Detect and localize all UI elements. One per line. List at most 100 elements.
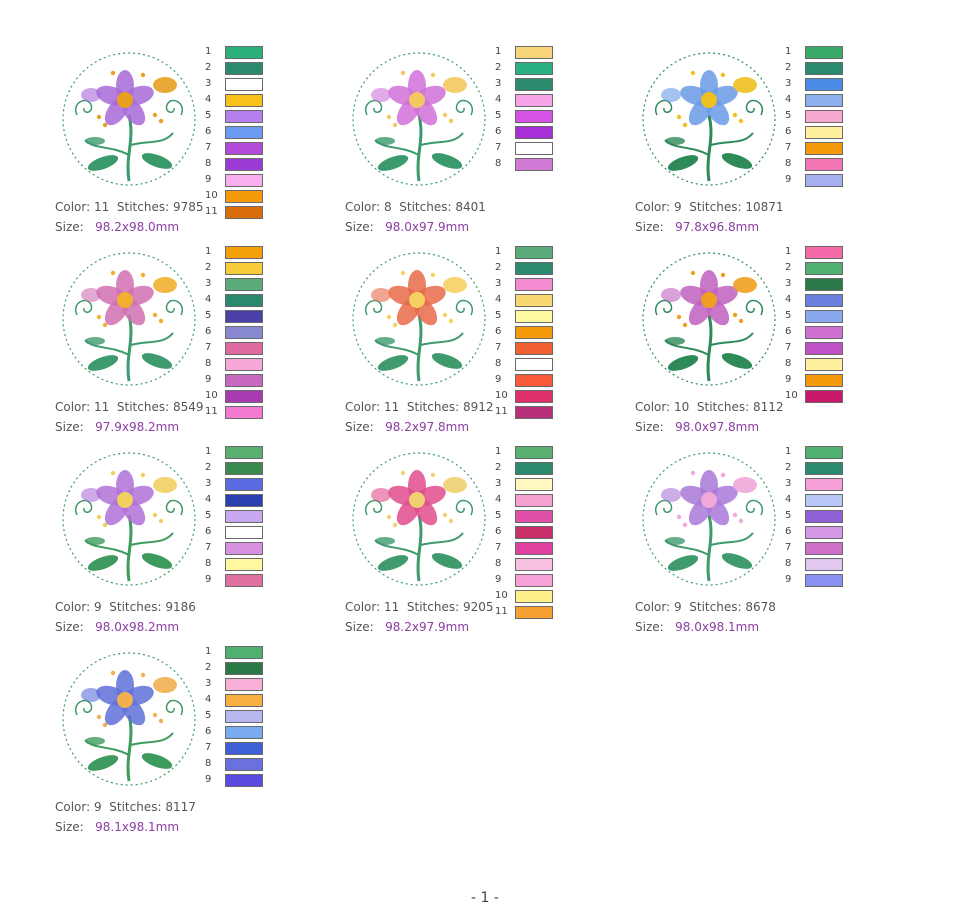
swatch-color-box xyxy=(225,326,263,339)
swatch-color-box xyxy=(805,342,843,355)
swatch-color-box xyxy=(225,558,263,571)
swatch-number: 2 xyxy=(495,62,502,73)
swatch-color-box xyxy=(515,262,553,275)
swatch-number: 7 xyxy=(495,542,502,553)
design-card: 1 2 3 4 5 6 7 8 9 Color: 9 Stitches: 8678 Size: 98… xyxy=(635,445,885,645)
size-label: Size: xyxy=(635,620,664,634)
swatch-number: 8 xyxy=(495,558,502,569)
design-stats: Color: 8 Stitches: 8401 xyxy=(345,200,486,214)
swatch-color-box xyxy=(225,478,263,491)
swatch-number: 10 xyxy=(205,190,218,201)
swatch-color-box xyxy=(805,158,843,171)
swatch-color-box xyxy=(805,78,843,91)
swatch-color-box xyxy=(515,510,553,523)
swatch-color-box xyxy=(515,78,553,91)
swatch-color-box xyxy=(225,774,263,787)
swatch-number: 6 xyxy=(495,526,502,537)
swatch-number: 2 xyxy=(205,462,212,473)
swatch-number: 11 xyxy=(205,406,218,417)
stitch-count: Stitches: 8117 xyxy=(109,800,196,814)
swatch-color-box xyxy=(805,494,843,507)
swatch-color-box xyxy=(515,390,553,403)
swatch-color-box xyxy=(225,110,263,123)
color-count: Color: 8 xyxy=(345,200,392,214)
design-size: Size: 98.0x97.8mm xyxy=(635,420,759,434)
stitch-count: Stitches: 9186 xyxy=(109,600,196,614)
swatch-color-box xyxy=(805,374,843,387)
swatch-color-box xyxy=(225,406,263,419)
design-size: Size: 98.2x98.0mm xyxy=(55,220,179,234)
swatch-color-box xyxy=(515,278,553,291)
swatch-number: 6 xyxy=(205,726,212,737)
swatch-number: 9 xyxy=(785,374,792,385)
swatch-number: 9 xyxy=(785,574,792,585)
design-size: Size: 98.2x97.9mm xyxy=(345,620,469,634)
design-size: Size: 97.8x96.8mm xyxy=(635,220,759,234)
swatch-color-box xyxy=(805,278,843,291)
size-label: Size: xyxy=(55,620,84,634)
swatch-number: 7 xyxy=(205,542,212,553)
embroidery-thumbnail xyxy=(55,245,203,393)
swatch-color-box xyxy=(515,62,553,75)
color-count: Color: 11 xyxy=(55,200,110,214)
swatch-color-box xyxy=(805,94,843,107)
swatch-number: 11 xyxy=(495,606,508,617)
stitch-count: Stitches: 8678 xyxy=(689,600,776,614)
swatch-number: 1 xyxy=(205,246,212,257)
swatch-number: 6 xyxy=(205,126,212,137)
swatch-color-box xyxy=(515,358,553,371)
size-value: 98.2x98.0mm xyxy=(95,220,180,234)
design-card: 1 2 3 4 5 6 7 8 9 Color: 9 Stitches: 9186 Size: 98… xyxy=(55,445,305,645)
swatch-number: 11 xyxy=(495,406,508,417)
stitch-count: Stitches: 9205 xyxy=(406,600,494,614)
swatch-number: 3 xyxy=(495,78,502,89)
design-card: 1 2 3 4 5 6 7 8 9 10 11 Color: 11 Stitches: 8912 Siz… xyxy=(345,245,595,445)
design-card: 1 2 3 4 5 6 7 8 9 Color: 9 Stitches: 10871 Size: 9… xyxy=(635,45,885,245)
swatch-number: 6 xyxy=(785,326,792,337)
embroidery-thumbnail xyxy=(635,445,783,593)
size-label: Size: xyxy=(55,820,84,834)
stitch-count: Stitches: 8912 xyxy=(406,400,494,414)
swatch-color-box xyxy=(805,358,843,371)
design-stats: Color: 11 Stitches: 9785 xyxy=(55,200,204,214)
design-stats: Color: 11 Stitches: 8912 xyxy=(345,400,494,414)
swatch-color-box xyxy=(515,326,553,339)
size-value: 97.9x98.2mm xyxy=(95,420,180,434)
swatch-number: 2 xyxy=(785,62,792,73)
swatch-color-box xyxy=(225,510,263,523)
swatch-color-box xyxy=(805,446,843,459)
stitch-count: Stitches: 9785 xyxy=(116,200,204,214)
swatch-number: 4 xyxy=(205,94,212,105)
color-count: Color: 11 xyxy=(55,400,110,414)
swatch-number: 1 xyxy=(495,46,502,57)
swatch-color-box xyxy=(225,206,263,219)
swatch-number: 8 xyxy=(785,358,792,369)
swatch-number: 3 xyxy=(205,278,212,289)
color-count: Color: 9 xyxy=(55,600,102,614)
swatch-number: 3 xyxy=(495,478,502,489)
swatch-number: 3 xyxy=(205,78,212,89)
swatch-color-box xyxy=(225,358,263,371)
swatch-number: 10 xyxy=(205,390,218,401)
swatch-number: 9 xyxy=(495,574,502,585)
swatch-number: 5 xyxy=(495,110,502,121)
swatch-color-box xyxy=(225,62,263,75)
swatch-number: 4 xyxy=(495,294,502,305)
swatch-number: 6 xyxy=(205,526,212,537)
swatch-number: 10 xyxy=(785,390,798,401)
design-card: 1 2 3 4 5 6 7 8 9 10 11 Color: 11 Stitches: 9785 Siz… xyxy=(55,45,305,245)
swatch-color-box xyxy=(225,678,263,691)
embroidery-thumbnail xyxy=(345,245,493,393)
design-stats: Color: 9 Stitches: 9186 xyxy=(55,600,196,614)
size-value: 97.8x96.8mm xyxy=(675,220,760,234)
swatch-number: 3 xyxy=(785,478,792,489)
embroidery-thumbnail xyxy=(635,45,783,193)
design-card: 1 2 3 4 5 6 7 8 9 10 Color: 10 Stitches: 8112 Size:… xyxy=(635,245,885,445)
swatch-number: 5 xyxy=(495,310,502,321)
swatch-color-box xyxy=(225,190,263,203)
swatch-number: 9 xyxy=(205,774,212,785)
swatch-number: 6 xyxy=(785,526,792,537)
swatch-number: 5 xyxy=(205,510,212,521)
design-stats: Color: 9 Stitches: 10871 xyxy=(635,200,784,214)
design-stats: Color: 10 Stitches: 8112 xyxy=(635,400,784,414)
